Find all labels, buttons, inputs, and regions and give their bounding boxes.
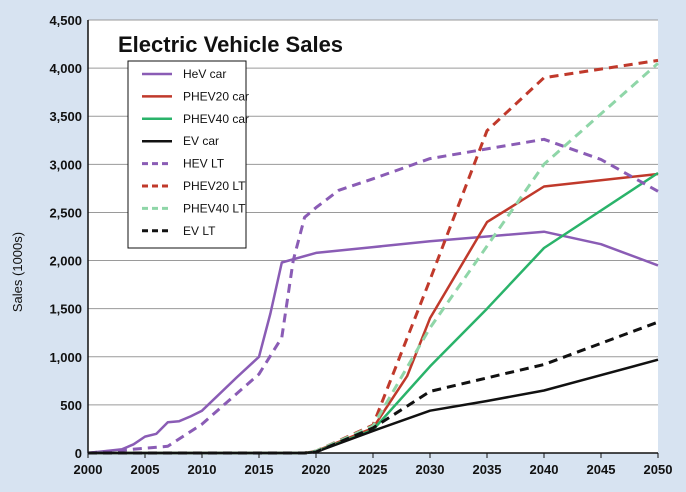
- x-tick-label: 2050: [644, 462, 673, 477]
- y-tick-label: 4,500: [49, 13, 82, 28]
- y-tick-label: 2,500: [49, 205, 82, 220]
- legend-label-hev-car: HeV car: [183, 67, 226, 81]
- y-tick-label: 1,500: [49, 302, 82, 317]
- legend-label-phev20-lt: PHEV20 LT: [183, 179, 246, 193]
- y-tick-label: 3,500: [49, 109, 82, 124]
- legend-label-ev-car: EV car: [183, 134, 219, 148]
- y-axis-title: Sales (1000s): [10, 232, 25, 312]
- y-tick-label: 500: [60, 398, 82, 413]
- x-tick-label: 2045: [587, 462, 616, 477]
- legend-label-ev-lt: EV LT: [183, 224, 216, 238]
- chart-title: Electric Vehicle Sales: [118, 32, 343, 57]
- y-tick-label: 2,000: [49, 254, 82, 269]
- x-tick-label: 2010: [188, 462, 217, 477]
- x-tick-label: 2000: [74, 462, 103, 477]
- series-line-ev-lt: [88, 320, 659, 455]
- y-tick-label: 4,000: [49, 61, 82, 76]
- legend-box: [127, 60, 247, 249]
- legend-label-phev40-lt: PHEV40 LT: [183, 201, 246, 215]
- legend-label-hev-lt: HEV LT: [183, 157, 225, 171]
- x-tick-label: 2030: [416, 462, 445, 477]
- y-tick-label: 3,000: [49, 157, 82, 172]
- x-tick-label: 2020: [302, 462, 331, 477]
- x-tick-label: 2015: [245, 462, 274, 477]
- series-line-hev-lt: [87, 137, 659, 455]
- y-tick-label: 1,000: [49, 350, 82, 365]
- y-tick-label: 0: [75, 446, 82, 461]
- legend: HeV car PHEV20 car PHEV40 car EV car HEV LT P…: [127, 60, 249, 249]
- x-tick-label: 2040: [530, 462, 559, 477]
- legend-label-phev20-car: PHEV20 car: [183, 89, 249, 103]
- x-tick-label: 2035: [473, 462, 502, 477]
- x-tick-label: 2005: [131, 462, 160, 477]
- series-lines: [87, 58, 659, 455]
- axes: 0 500 1,000 1,500 2,000 2,500 3,000 3,500 4,000 4…: [49, 13, 672, 477]
- x-tick-label: 2025: [359, 462, 388, 477]
- legend-label-phev40-car: PHEV40 car: [183, 112, 249, 126]
